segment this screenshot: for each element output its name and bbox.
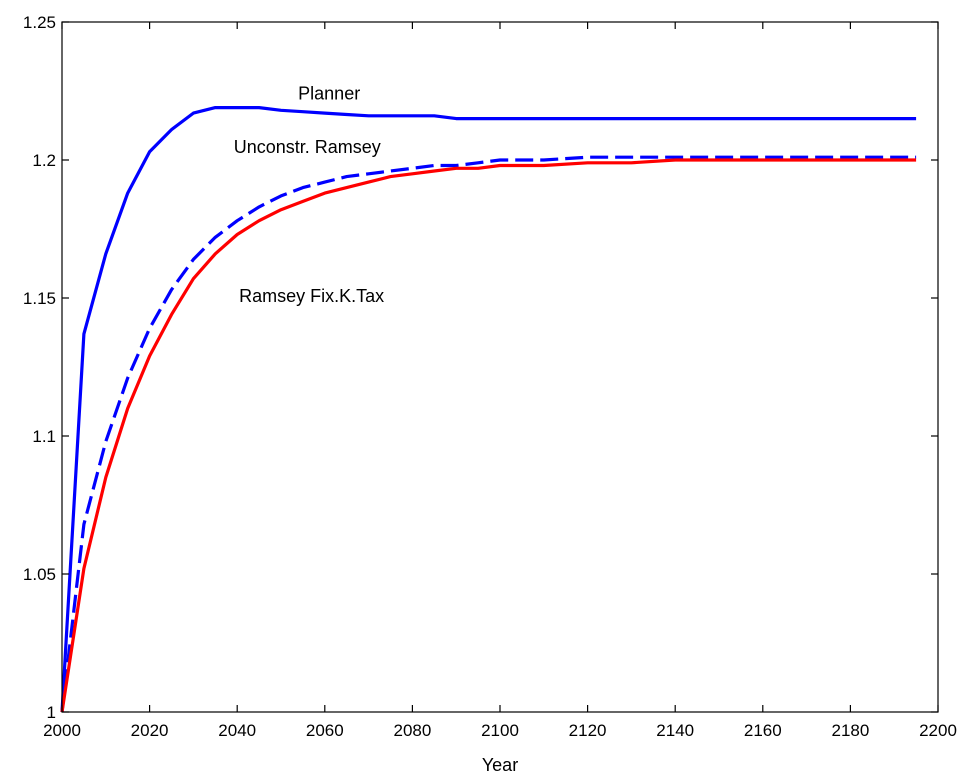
annotation-layer: Planner Unconstr. Ramsey Ramsey Fix.K.Tax <box>234 83 384 306</box>
x-tick-labels: 2000 2020 2040 2060 2080 2100 2120 2140 2160 2180… <box>43 721 957 740</box>
x-tick-label: 2020 <box>131 721 169 740</box>
y-tick-label: 1.2 <box>32 151 56 170</box>
tick-marks <box>61 21 939 713</box>
x-tick-label: 2200 <box>919 721 957 740</box>
series-line-1 <box>60 155 917 713</box>
x-tick-label: 2100 <box>481 721 519 740</box>
y-tick-label: 1.15 <box>23 289 56 308</box>
plot-background <box>62 22 938 712</box>
annotation-label-2: Ramsey Fix.K.Tax <box>239 286 384 306</box>
x-axis-title: Year <box>482 755 518 775</box>
x-tick-label: 2080 <box>393 721 431 740</box>
annotation-label-1: Unconstr. Ramsey <box>234 137 381 157</box>
y-tick-labels: 1 1.05 1.1 1.15 1.2 1.25 <box>23 13 56 722</box>
series-line-2 <box>60 158 917 713</box>
series-line-0 <box>60 106 917 713</box>
y-tick-label: 1 <box>47 703 56 722</box>
y-tick-label: 1.05 <box>23 565 56 584</box>
x-tick-label: 2060 <box>306 721 344 740</box>
series-layer <box>60 106 917 713</box>
x-tick-label: 2180 <box>831 721 869 740</box>
x-tick-label: 2040 <box>218 721 256 740</box>
y-tick-label: 1.25 <box>23 13 56 32</box>
annotation-label-0: Planner <box>298 83 360 103</box>
x-tick-label: 2000 <box>43 721 81 740</box>
y-tick-label: 1.1 <box>32 427 56 446</box>
x-tick-label: 2120 <box>569 721 607 740</box>
x-tick-label: 2160 <box>744 721 782 740</box>
x-tick-label: 2140 <box>656 721 694 740</box>
